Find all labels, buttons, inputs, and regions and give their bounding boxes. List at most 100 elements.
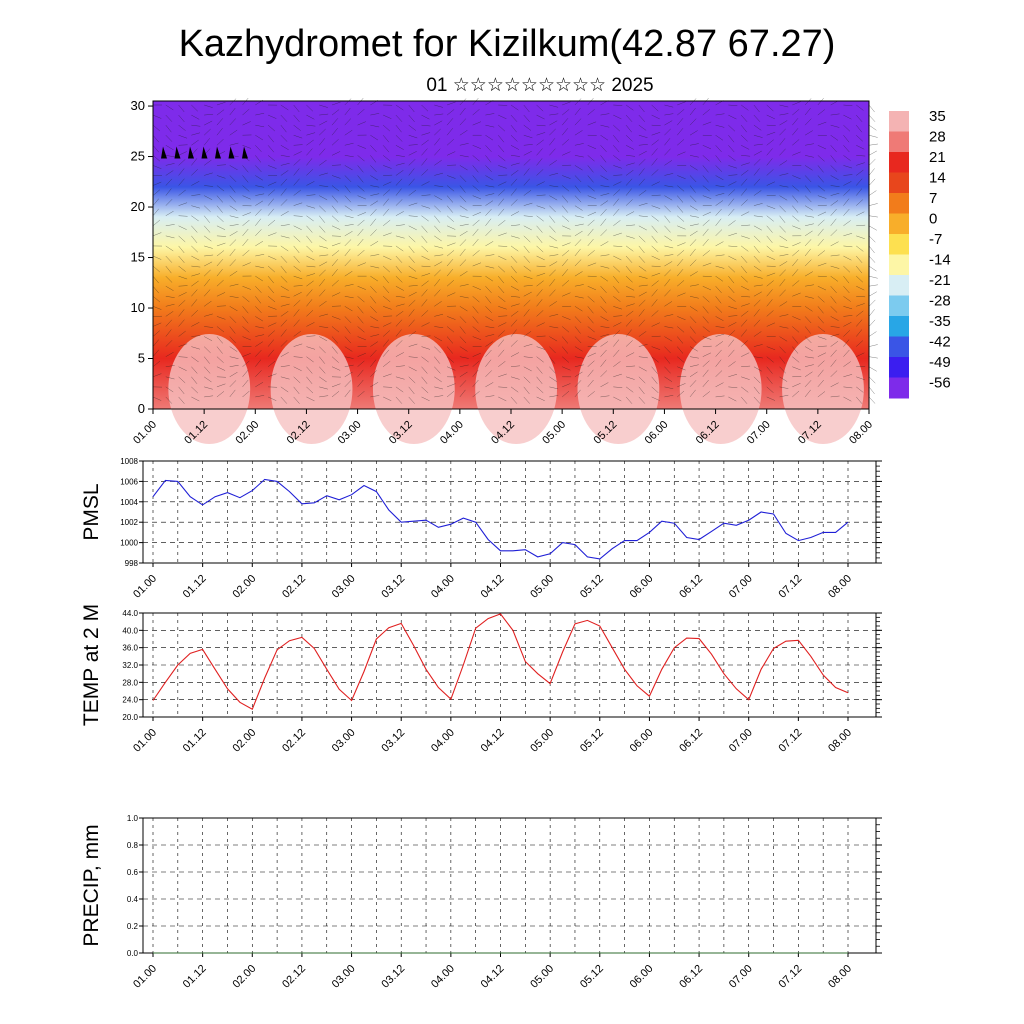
temp-2m-panel: 20.0 24.0 28.0 32.0 36.0 40.0 44.0 01.00 01.12 02… (80, 604, 882, 755)
colorbar-label: 14 (929, 170, 946, 187)
wind-pennant (228, 146, 235, 159)
x-tick-label: 06.12 (677, 727, 705, 755)
x-tick-label: 01.12 (181, 573, 209, 601)
grid-lines (143, 817, 876, 954)
x-tick-label: 07.00 (727, 727, 755, 755)
warm-surface-cell (270, 334, 353, 444)
warm-surface-cell (577, 334, 660, 444)
y-axis-label: PRECIP, mm (80, 824, 103, 946)
y-tick-label: 0.0 (127, 949, 139, 958)
y-tick-label: 44.0 (122, 609, 138, 618)
colorbar-swatch (889, 152, 909, 173)
y-tick-label: 1006 (120, 477, 138, 486)
warm-surface-cell (782, 334, 864, 444)
y-tick-label: 25 (131, 149, 145, 164)
x-tick-label: 04.12 (479, 963, 507, 991)
x-tick-label: 08.00 (826, 727, 854, 755)
x-tick-label: 02.00 (230, 573, 258, 601)
warm-surface-cell (168, 334, 251, 444)
colorbar-swatch (889, 295, 909, 317)
colorbar-swatch (889, 213, 909, 235)
colorbar-label: -56 (929, 375, 951, 392)
figure-title: Kazhydromet for Kizilkum(42.87 67.27) (179, 23, 836, 65)
y-tick-label: 1002 (120, 518, 138, 527)
y-tick-label: 0.2 (127, 922, 139, 931)
y-tick-label: 998 (125, 559, 139, 568)
x-tick-label: 05.00 (528, 963, 556, 991)
y-tick-label: 28.0 (122, 678, 138, 687)
x-tick-label: 06.00 (628, 727, 656, 755)
y-tick-label: 24.0 (122, 696, 138, 705)
y-tick-label: 40.0 (122, 626, 138, 635)
x-tick-label: 08.00 (826, 963, 854, 991)
y-tick-label: 0 (138, 401, 145, 416)
y-tick-label: 1008 (120, 457, 138, 466)
y-tick-label: 1000 (120, 539, 138, 548)
colorbar-label: -35 (929, 313, 951, 330)
x-tick-label: 06.12 (677, 963, 705, 991)
x-tick-label: 07.12 (777, 727, 805, 755)
x-tick-label: 01.00 (131, 727, 159, 755)
series-line (152, 613, 849, 710)
colorbar-swatch (889, 254, 909, 276)
series-line (152, 478, 849, 560)
x-tick-label: 05.12 (578, 727, 606, 755)
x-tick-label: 04.00 (429, 963, 457, 991)
colorbar-label: -21 (929, 272, 951, 289)
y-axis-label: TEMP at 2 M (80, 604, 103, 726)
x-tick-label: 02.00 (230, 727, 258, 755)
x-tick-label: 07.12 (777, 573, 805, 601)
colorbar-swatch (889, 275, 909, 296)
colorbar-swatch (889, 193, 909, 214)
wind-barbs (152, 97, 878, 404)
y-tick-label: 5 (138, 351, 145, 366)
x-tick-label: 07.00 (727, 573, 755, 601)
x-tick-label: 06.00 (628, 963, 656, 991)
y-tick-label: 20 (131, 199, 145, 214)
colorbar-label: 21 (929, 149, 946, 166)
y-tick-label: 32.0 (122, 661, 138, 670)
x-tick-label: 03.12 (379, 573, 407, 601)
wind-pennant (161, 146, 167, 159)
wind-pennant (201, 146, 208, 159)
y-tick-label: 10 (131, 300, 145, 315)
x-tick-label: 05.12 (578, 573, 606, 601)
wind-pennant (188, 146, 194, 159)
colorbar-label: 0 (929, 211, 937, 228)
y-tick-label: 20.0 (122, 713, 138, 722)
y-tick-label: 1.0 (127, 814, 139, 823)
y-tick-label: 36.0 (122, 644, 138, 653)
x-tick-label: 01.00 (131, 419, 159, 447)
pmsl-panel: 998 1000 1002 1004 1006 1008 01.00 01.12 02.00 02… (80, 457, 882, 601)
temperature-colorbar: 35 28 21 14 7 0 -7 -14 -21 -28 -35 -42 -49 -56 (889, 108, 951, 399)
y-tick-label: 15 (131, 250, 145, 265)
colorbar-label: -7 (929, 231, 942, 248)
warm-surface-cell (679, 334, 762, 444)
colorbar-swatch (889, 377, 909, 399)
y-tick-label: 1004 (120, 498, 138, 507)
x-tick-label: 03.12 (379, 963, 407, 991)
colorbar-label: -42 (929, 334, 951, 351)
warm-surface-cell (372, 334, 455, 444)
x-tick-label: 07.12 (777, 963, 805, 991)
colorbar-swatch (889, 316, 909, 337)
x-tick-label: 08.00 (826, 573, 854, 601)
colorbar-label: 7 (929, 190, 937, 207)
y-tick-label: 0.6 (127, 868, 139, 877)
x-tick-label: 01.12 (181, 727, 209, 755)
colorbar-label: 28 (929, 129, 946, 146)
colorbar-label: -14 (929, 252, 951, 269)
colorbar-label: -49 (929, 354, 951, 371)
panel-frame (142, 460, 877, 564)
colorbar-swatch (889, 234, 909, 255)
y-tick-label: 30 (131, 98, 145, 113)
precip-panel: 0.0 0.2 0.4 0.6 0.8 1.0 01.00 01.12 02.00 02.12 03… (80, 814, 882, 991)
x-tick-label: 07.00 (727, 963, 755, 991)
colorbar-swatch (889, 357, 909, 378)
colorbar-swatch (889, 336, 909, 358)
x-tick-label: 04.12 (479, 573, 507, 601)
x-tick-label: 05.00 (528, 727, 556, 755)
panel-frame (142, 612, 877, 718)
y-tick-label: 0.4 (127, 895, 139, 904)
